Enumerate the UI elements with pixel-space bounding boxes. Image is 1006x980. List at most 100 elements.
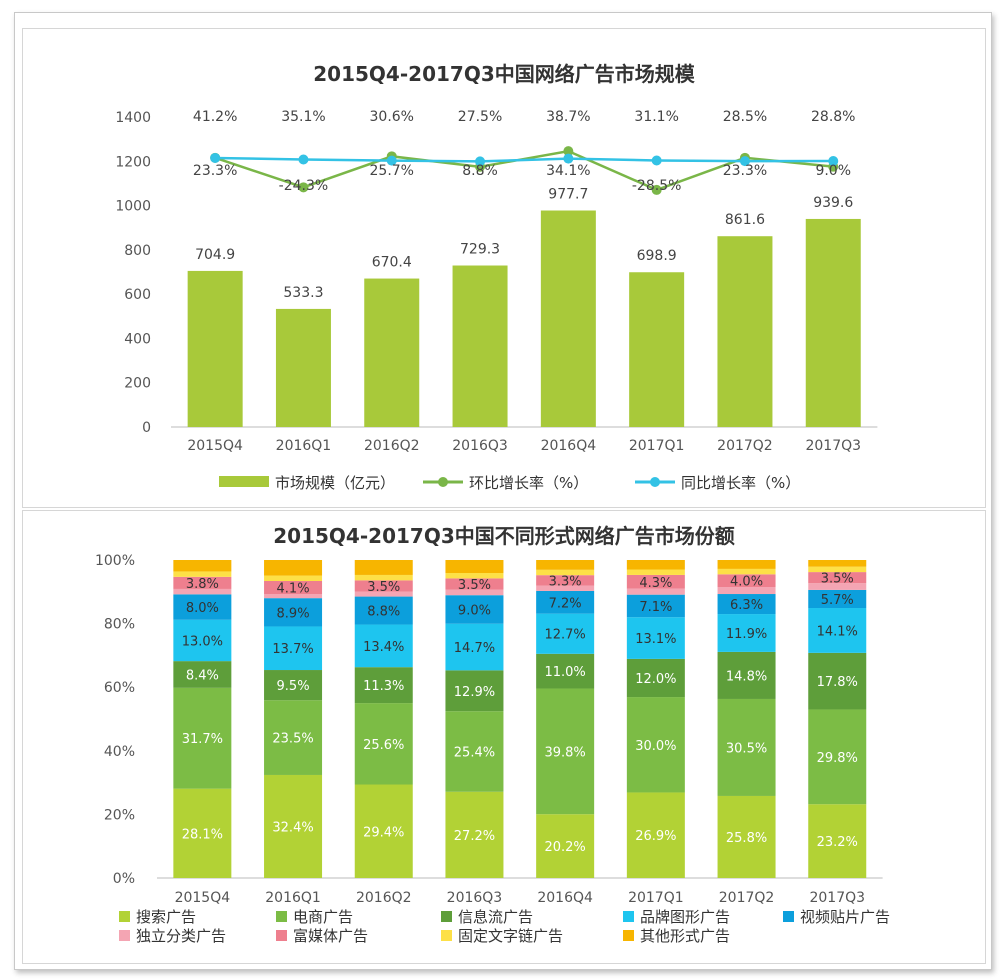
stacked-segment xyxy=(354,596,413,625)
legend-label: 电商广告 xyxy=(293,908,353,926)
stacked-segment xyxy=(626,697,685,793)
legend-label: 同比增长率（%） xyxy=(681,474,800,492)
segment-value-label: 14.8% xyxy=(726,669,767,684)
mom-growth-label: 23.3% xyxy=(193,163,237,179)
yoy-growth-point xyxy=(210,152,221,163)
segment-value-label: 12.0% xyxy=(635,672,676,687)
legend-label: 其他形式广告 xyxy=(640,927,730,945)
bar-value-label: 704.9 xyxy=(195,247,235,263)
stacked-segment xyxy=(264,626,323,671)
yoy-growth-point xyxy=(298,154,309,165)
stacked-segment xyxy=(717,560,776,569)
y-tick-label: 600 xyxy=(124,287,151,303)
mom-growth-label: 25.7% xyxy=(370,163,414,179)
stacked-segment xyxy=(808,652,867,710)
segment-value-label: 3.5% xyxy=(367,580,400,595)
market-size-chart: 2015Q4-2017Q3中国网络广告市场规模 0 200 400 600 800 1000… xyxy=(115,62,878,492)
segment-value-label: 7.2% xyxy=(549,596,582,611)
y-tick-label: 40% xyxy=(104,744,135,760)
stacked-segment xyxy=(354,624,413,668)
bar xyxy=(187,270,243,427)
segment-value-label: 9.0% xyxy=(458,603,491,618)
bar xyxy=(629,272,685,427)
stacked-segment xyxy=(717,698,776,796)
segment-value-label: 7.1% xyxy=(639,600,672,615)
segment-value-label: 4.1% xyxy=(277,582,310,597)
mom-growth-label: 34.1% xyxy=(546,163,590,179)
legend-swatch xyxy=(119,930,130,941)
y-tick-label: 0 xyxy=(142,420,151,436)
segment-value-label: 12.9% xyxy=(454,685,495,700)
segment-value-label: 14.1% xyxy=(817,624,858,639)
legend-label: 固定文字链广告 xyxy=(458,927,563,945)
stacked-segment xyxy=(445,589,504,596)
x-tick-label: 2017Q1 xyxy=(629,438,685,454)
legend-marker xyxy=(650,477,660,487)
chart-title: 2015Q4-2017Q3中国不同形式网络广告市场份额 xyxy=(273,524,734,548)
legend-label: 环比增长率（%） xyxy=(469,474,588,492)
y-tick-label: 60% xyxy=(104,680,135,696)
stacked-segment xyxy=(626,574,685,589)
stacked-segment xyxy=(173,687,232,789)
y-tick-label: 1400 xyxy=(115,110,151,126)
stacked-segment xyxy=(354,574,413,581)
segment-value-label: 13.0% xyxy=(182,634,223,649)
bar-value-label: 729.3 xyxy=(460,242,500,258)
y-tick-label: 80% xyxy=(104,617,135,633)
stacked-segment xyxy=(264,598,323,627)
mom-growth-point xyxy=(298,182,309,193)
yoy-growth-label: 27.5% xyxy=(458,109,502,125)
legend-swatch xyxy=(441,911,452,922)
stacked-segment xyxy=(717,568,776,575)
stacked-segment xyxy=(264,774,323,878)
yoy-growth-line xyxy=(215,156,834,163)
x-tick-label: 2016Q1 xyxy=(265,890,321,906)
segment-value-label: 31.7% xyxy=(182,732,223,747)
yoy-growth-label: 35.1% xyxy=(281,109,325,125)
x-tick-label: 2017Q1 xyxy=(628,890,684,906)
stacked-segment xyxy=(173,594,232,620)
stacked-segment xyxy=(536,569,595,576)
y-tick-label: 0% xyxy=(113,871,135,887)
yoy-growth-point xyxy=(828,156,839,167)
stacked-segment xyxy=(445,791,504,878)
stacked-segment xyxy=(264,700,323,775)
x-tick-label: 2016Q4 xyxy=(541,438,597,454)
stacked-segment xyxy=(264,575,323,581)
stacked-segment xyxy=(626,569,685,575)
x-tick-label: 2016Q1 xyxy=(276,438,332,454)
yoy-growth-point xyxy=(651,155,662,166)
x-tick-label: 2015Q4 xyxy=(175,890,231,906)
yoy-growth-point xyxy=(386,155,397,166)
x-tick-label: 2017Q2 xyxy=(717,438,773,454)
segment-value-label: 25.6% xyxy=(363,738,404,753)
segment-value-label: 23.5% xyxy=(272,732,313,747)
stacked-segment xyxy=(173,560,232,572)
segment-value-label: 5.7% xyxy=(821,593,854,608)
segment-value-label: 26.9% xyxy=(635,829,676,844)
bar xyxy=(275,308,331,427)
segment-value-label: 4.3% xyxy=(639,576,672,591)
legend-label: 品牌图形广告 xyxy=(640,908,730,926)
x-tick-label: 2016Q2 xyxy=(356,890,412,906)
x-tick-label: 2016Q3 xyxy=(452,438,508,454)
stacked-segment xyxy=(354,591,413,597)
stacked-segment xyxy=(536,560,595,570)
y-tick-label: 200 xyxy=(124,376,151,392)
stacked-segment xyxy=(354,784,413,878)
stacked-segment xyxy=(445,711,504,792)
legend-swatch xyxy=(623,911,634,922)
stacked-segment xyxy=(808,804,867,878)
stacked-segment xyxy=(626,792,685,878)
stacked-segment xyxy=(717,614,776,652)
segment-value-label: 25.8% xyxy=(726,831,767,846)
legend-label: 独立分类广告 xyxy=(136,927,226,945)
x-tick-label: 2017Q3 xyxy=(809,890,865,906)
segment-value-label: 28.1% xyxy=(182,827,223,842)
y-tick-label: 1000 xyxy=(115,199,151,215)
segment-value-label: 14.7% xyxy=(454,641,495,656)
stacked-segment xyxy=(173,571,232,577)
stacked-segment xyxy=(445,623,504,671)
legend-swatch xyxy=(441,930,452,941)
stacked-segment xyxy=(808,566,867,573)
